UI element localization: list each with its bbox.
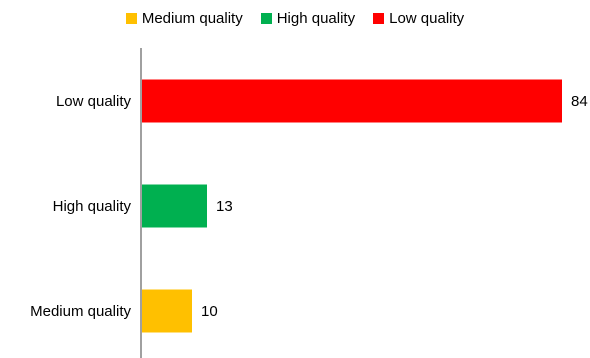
legend-label-high: High quality <box>276 10 356 27</box>
data-label-high-quality: 13 <box>216 198 233 215</box>
bar-high-quality <box>142 184 207 228</box>
legend-label-medium: Medium quality <box>141 10 243 27</box>
data-label-low-quality: 84 <box>571 93 588 110</box>
bar-low-quality <box>142 79 562 123</box>
category-label-medium-quality: Medium quality <box>30 303 131 320</box>
category-label-low-quality: Low quality <box>56 93 132 110</box>
legend-item-low: Low quality <box>373 10 464 27</box>
legend-item-medium: Medium quality <box>125 10 243 27</box>
legend: Medium quality High quality Low quality <box>0 10 590 27</box>
data-label-medium-quality: 10 <box>201 303 218 320</box>
category-label-high-quality: High quality <box>53 198 132 215</box>
legend-swatch-medium <box>125 13 137 24</box>
bar-medium-quality <box>142 289 192 333</box>
legend-label-low: Low quality <box>389 10 465 27</box>
legend-item-high: High quality <box>260 10 356 27</box>
legend-swatch-low <box>373 13 385 24</box>
legend-swatch-high <box>260 13 272 24</box>
